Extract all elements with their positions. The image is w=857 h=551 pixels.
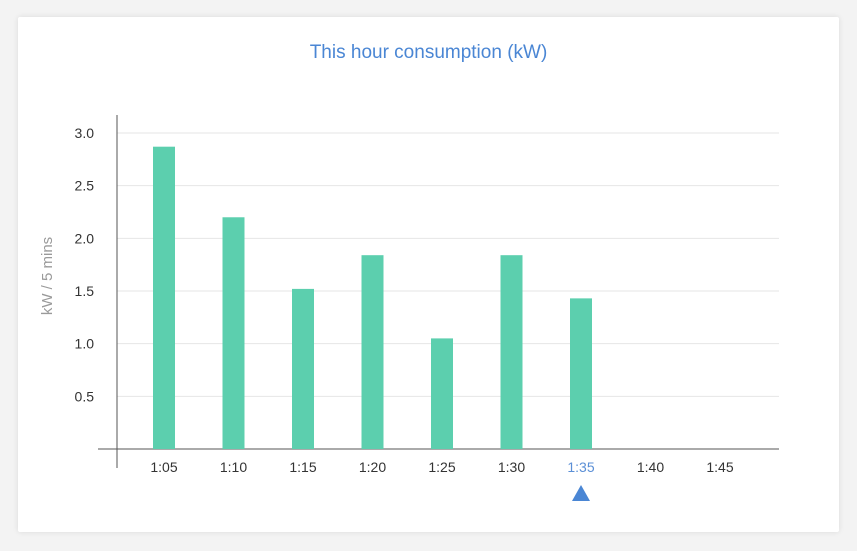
x-tick-label: 1:25	[428, 459, 455, 475]
x-tick-label: 1:20	[359, 459, 386, 475]
x-tick-label: 1:10	[220, 459, 247, 475]
y-tick-label: 2.5	[75, 178, 95, 194]
y-tick-label: 1.0	[75, 336, 95, 352]
x-tick-label: 1:45	[706, 459, 733, 475]
bar-135	[570, 298, 592, 449]
y-tick-label: 3.0	[75, 125, 95, 141]
bar-115	[292, 288, 314, 449]
chart-title: This hour consumption (kW)	[309, 42, 548, 63]
x-tick-label: 1:05	[150, 459, 177, 475]
x-tick-label: 1:40	[637, 459, 664, 475]
bar-120	[361, 255, 384, 449]
bar-125	[431, 338, 453, 449]
y-tick-label: 1.5	[75, 283, 95, 299]
bar-105	[153, 146, 175, 449]
x-tick-label: 1:30	[498, 459, 525, 475]
triangle-up-icon	[572, 485, 590, 501]
y-tick-label: 2.0	[75, 230, 95, 246]
x-tick-label: 1:15	[289, 459, 316, 475]
y-tick-label: 0.5	[75, 388, 95, 404]
bar-110	[222, 217, 245, 449]
x-tick-label-current: 1:35	[567, 459, 594, 475]
y-axis-label: kW / 5 mins	[39, 237, 56, 315]
bar-130	[500, 255, 523, 449]
